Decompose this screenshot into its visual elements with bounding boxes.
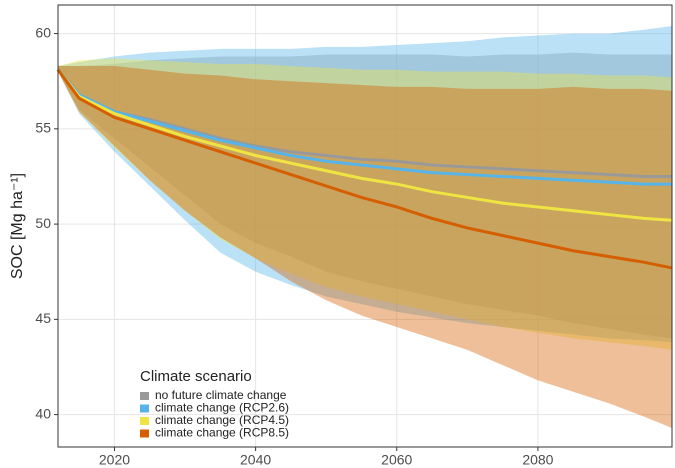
plot-border xyxy=(57,4,673,448)
x-tick-label: 2040 xyxy=(240,452,271,468)
ribbon xyxy=(58,25,672,343)
legend-key xyxy=(140,392,149,400)
line xyxy=(56,68,672,178)
plot-background xyxy=(58,5,672,447)
y-tick-label: 50 xyxy=(35,215,51,231)
legend-key xyxy=(140,417,149,425)
legend-label: climate change (RCP2.6) xyxy=(155,401,289,415)
line xyxy=(56,68,672,186)
ribbon xyxy=(58,58,672,350)
y-tick-label: 60 xyxy=(35,24,51,40)
line xyxy=(56,68,673,222)
legend-key xyxy=(140,404,149,413)
x-tick-label: 2080 xyxy=(522,452,553,468)
y-axis-label: SOC [Mg ha⁻¹] xyxy=(9,173,26,279)
legend-label: no future climate change xyxy=(155,388,287,402)
legend-key xyxy=(140,429,149,438)
ribbon xyxy=(58,65,672,428)
ribbon xyxy=(58,52,672,339)
x-tick-label: 2020 xyxy=(99,452,130,468)
legend-label: climate change (RCP4.5) xyxy=(155,413,289,427)
y-tick-label: 40 xyxy=(35,405,51,421)
legend-label: climate change (RCP8.5) xyxy=(155,426,289,440)
line xyxy=(56,68,673,270)
y-tick-label: 55 xyxy=(35,120,51,136)
x-tick-label: 2060 xyxy=(381,452,412,468)
y-tick-label: 45 xyxy=(35,310,51,326)
legend-title: Climate scenario xyxy=(140,368,252,385)
